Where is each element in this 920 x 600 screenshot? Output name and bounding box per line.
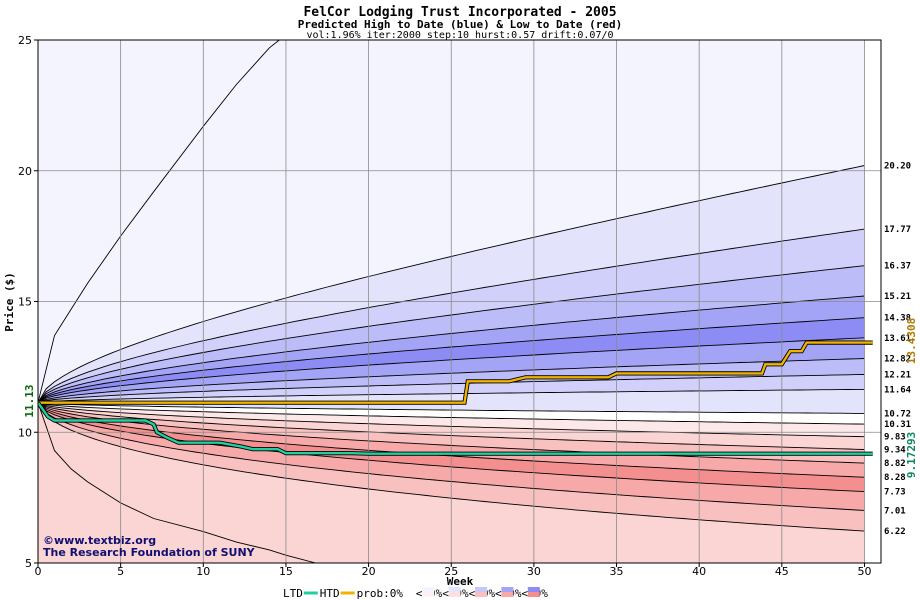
quantile-value-label: 7.01 bbox=[884, 506, 906, 516]
axes: 0 5 10 15 20 25 30 35 40 45 5051015202520.2017.771… bbox=[18, 34, 912, 578]
quantile-value-label: 14.38 bbox=[884, 314, 911, 324]
legend-swatch-top bbox=[527, 587, 540, 592]
series-htd-line bbox=[38, 402, 873, 455]
lower-envelope-line bbox=[38, 402, 316, 563]
probability-band bbox=[38, 402, 865, 532]
legend-swatch-bottom bbox=[422, 592, 435, 597]
quantile-value-label: 17.77 bbox=[884, 225, 911, 235]
probability-band bbox=[38, 296, 865, 403]
series-ltd-line bbox=[38, 341, 873, 404]
x-axis-label: Week bbox=[447, 575, 474, 588]
plot-area bbox=[38, 40, 881, 563]
quantile-value-label: 13.61 bbox=[884, 334, 911, 344]
watermark-org: The Research Foundation of SUNY bbox=[43, 546, 256, 559]
quantile-value-label: 9.34 bbox=[884, 446, 906, 456]
quantile-value-label: 9.83 bbox=[884, 433, 906, 443]
y-tick-label: 5 bbox=[25, 557, 32, 570]
probability-band bbox=[38, 402, 865, 450]
x-tick-label: 45 bbox=[775, 565, 789, 578]
legend-swatch-top bbox=[475, 587, 487, 592]
quantile-value-label: 10.31 bbox=[884, 420, 911, 430]
y-tick-label: 15 bbox=[18, 296, 32, 309]
probability-band bbox=[38, 317, 865, 403]
x-tick-label: 5 bbox=[117, 565, 124, 578]
probability-band bbox=[38, 402, 865, 511]
quantile-value-label: 12.82 bbox=[884, 355, 911, 365]
legend-swatch-bottom bbox=[402, 592, 415, 597]
quantile-value-label: 8.28 bbox=[884, 473, 906, 483]
x-tick-label: 30 bbox=[527, 565, 541, 578]
quantile-value-label: 12.21 bbox=[884, 370, 911, 380]
legend-swatch-bottom bbox=[448, 592, 461, 597]
y-tick-label: 20 bbox=[18, 165, 32, 178]
chart-subtitle: Predicted High to Date (blue) & Low to D… bbox=[298, 18, 623, 31]
probability-band bbox=[38, 229, 865, 403]
ltd-end-label: 13.4308 bbox=[905, 318, 918, 364]
quantile-value-label: 10.72 bbox=[884, 409, 911, 419]
quantile-value-label: 20.20 bbox=[884, 162, 911, 172]
legend-swatch-bottom bbox=[527, 592, 540, 597]
probability-band bbox=[38, 402, 865, 563]
legend-label: prob:0% bbox=[357, 587, 404, 600]
x-tick-label: 35 bbox=[610, 565, 624, 578]
quantile-value-label: 11.64 bbox=[884, 385, 912, 395]
start-price-label: 11.13 bbox=[23, 384, 36, 417]
legend-swatch-top bbox=[402, 587, 415, 592]
chart-title: FelCor Lodging Trust Incorporated - 2005 bbox=[303, 5, 616, 20]
x-tick-label: 50 bbox=[857, 565, 871, 578]
probability-band bbox=[38, 402, 865, 478]
htd-end-label: 9.17293 bbox=[905, 432, 918, 478]
legend-label: LTD bbox=[283, 587, 303, 600]
quantile-value-label: 15.21 bbox=[884, 292, 911, 302]
quantile-value-label: 6.22 bbox=[884, 527, 906, 537]
x-tick-label: 25 bbox=[444, 565, 458, 578]
x-tick-label: 20 bbox=[362, 565, 376, 578]
legend-swatch-top bbox=[422, 587, 435, 592]
upper-envelope-line bbox=[38, 40, 280, 403]
y-axis-label: Price ($) bbox=[3, 272, 16, 332]
watermark-url: ©www.textbiz.org bbox=[43, 534, 156, 547]
quantile-value-label: 8.82 bbox=[884, 459, 906, 469]
probability-band bbox=[38, 402, 865, 464]
y-tick-label: 10 bbox=[18, 426, 32, 439]
y-tick-label: 25 bbox=[18, 34, 32, 47]
x-tick-label: 0 bbox=[35, 565, 42, 578]
x-tick-label: 10 bbox=[196, 565, 210, 578]
x-tick-label: 15 bbox=[279, 565, 293, 578]
quantile-value-label: 16.37 bbox=[884, 262, 911, 272]
probability-band bbox=[38, 265, 865, 403]
legend-label: HTD bbox=[320, 587, 340, 600]
chart-params: vol:1.96% iter:2000 step:10 hurst:0.57 d… bbox=[306, 30, 613, 41]
legend-swatch-bottom bbox=[501, 592, 514, 597]
legend-swatch-top bbox=[501, 587, 514, 592]
quantile-value-label: 7.73 bbox=[884, 488, 906, 498]
probability-band bbox=[38, 402, 865, 492]
legend-swatch-bottom bbox=[475, 592, 487, 597]
legend-swatch-top bbox=[448, 587, 461, 592]
x-tick-label: 40 bbox=[692, 565, 706, 578]
